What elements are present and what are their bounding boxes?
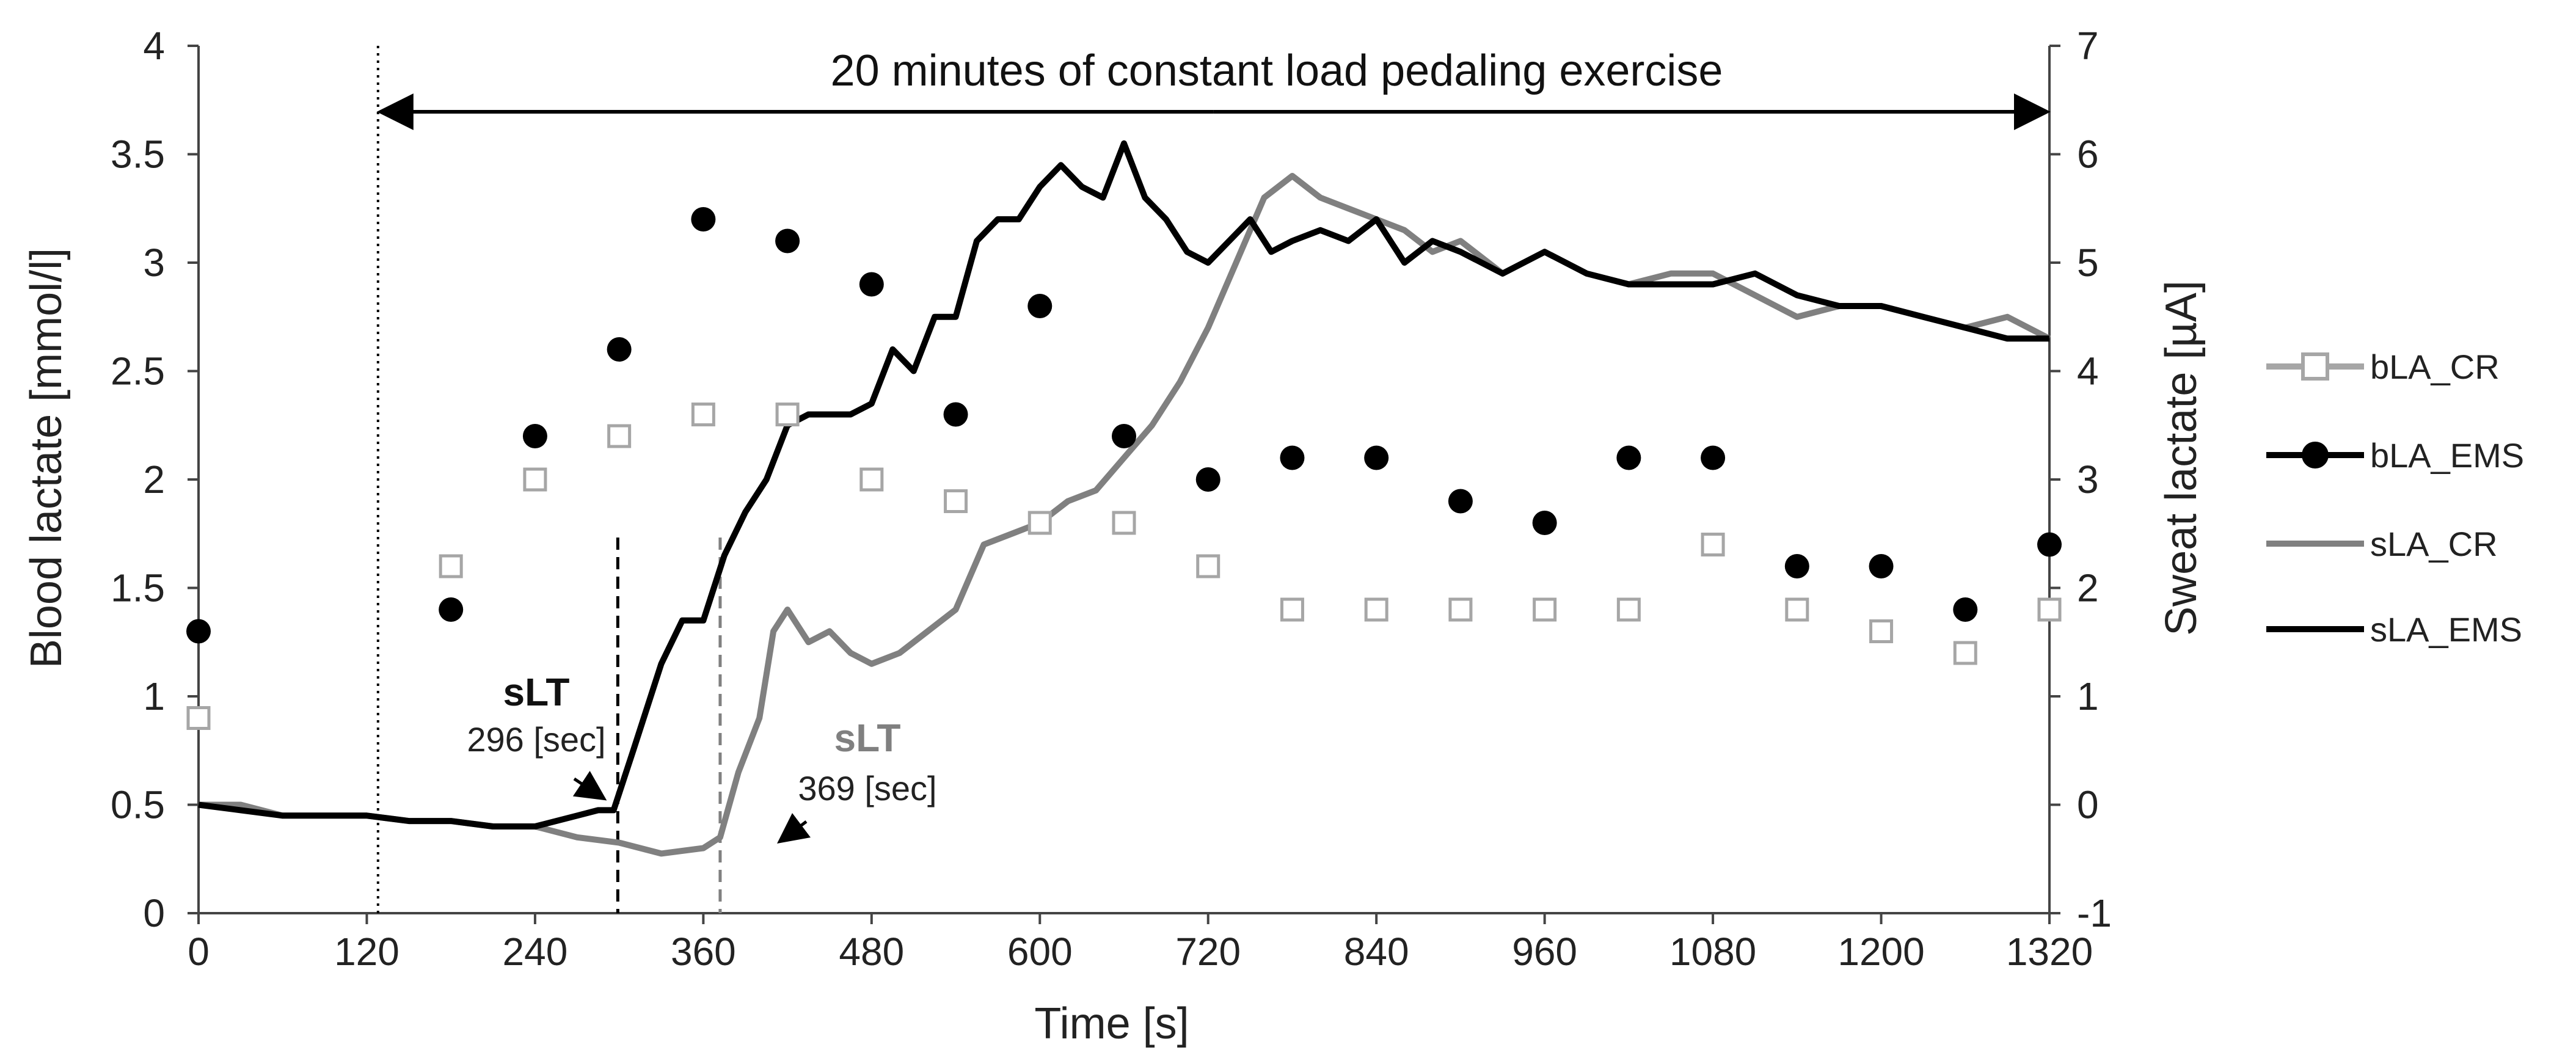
y2-tick-label: 5 [2077, 241, 2099, 285]
data-point-bla-cr [186, 706, 211, 730]
x-axis-title: Time [s] [1034, 999, 1189, 1048]
data-point-bla-cr [1616, 597, 1641, 622]
data-point-bla-ems [186, 619, 211, 644]
data-point-bla-ems [1027, 294, 1053, 318]
data-point-bla-cr [775, 403, 800, 426]
data-point-bla-cr [2037, 597, 2062, 622]
data-point-bla-cr [1280, 597, 1304, 622]
data-point-bla-cr [1785, 597, 1809, 622]
y2-tick-label: 1 [2077, 674, 2099, 718]
y2-tick-label: 3 [2077, 458, 2099, 501]
y-tick-label: 1.5 [111, 566, 165, 610]
y-tick-label: 2 [143, 458, 165, 501]
x-tick-label: 240 [503, 930, 568, 974]
y-tick-label: 2.5 [111, 349, 165, 393]
x-tick-label: 360 [671, 930, 736, 974]
x-tick-label: 840 [1344, 930, 1409, 974]
data-point-bla-ems [1112, 424, 1136, 448]
x-tick-label: 720 [1175, 930, 1241, 974]
y-tick-label: 4 [143, 24, 165, 68]
data-point-bla-ems [1953, 597, 1978, 622]
slt-cr-value: 369 [sec] [798, 769, 936, 808]
data-point-bla-ems [1195, 467, 1220, 492]
data-point-bla-ems [1532, 511, 1557, 535]
legend-label-bla-ems: bLA_EMS [2370, 436, 2524, 475]
data-point-bla-ems [1784, 554, 1809, 578]
slt-cr-label: sLT [834, 716, 900, 760]
slt-ems-value: 296 [sec] [467, 720, 605, 759]
exercise-annotation: 20 minutes of constant load pedaling exe… [831, 46, 1723, 95]
y2-tick-label: 7 [2077, 24, 2099, 68]
data-point-bla-ems [1616, 445, 1641, 470]
data-point-bla-cr [607, 424, 632, 448]
slt-ems-arrow [572, 771, 607, 801]
data-point-bla-cr [944, 489, 968, 513]
data-point-bla-ems [1448, 489, 1473, 514]
data-point-bla-ems [439, 597, 464, 622]
legend-marker-bla-ems [2302, 442, 2329, 469]
data-point-bla-cr [1533, 597, 1557, 622]
legend-label-sla-cr: sLA_CR [2370, 525, 2498, 563]
y-axis-title: Blood lactate [mmol/l] [22, 248, 71, 668]
legend-label-sla-ems: sLA_EMS [2370, 610, 2522, 649]
data-point-bla-cr [1196, 554, 1220, 578]
series-line-sla-ems [198, 140, 2049, 829]
x-tick-label: 480 [839, 930, 904, 974]
y2-tick-label: 2 [2077, 566, 2099, 610]
plot-area: 0 120 240 360 480 600 720 840 960 1080 1200 132000.… [111, 24, 2112, 974]
data-point-bla-cr [1364, 597, 1388, 622]
legend-marker-bla-cr [2301, 352, 2329, 381]
y-tick-label: 3 [143, 241, 165, 285]
legend-label-bla-cr: bLA_CR [2370, 348, 2500, 386]
series-line-sla-cr [199, 173, 2051, 857]
y-tick-label: 0 [143, 891, 165, 935]
data-point-bla-ems [1701, 445, 1726, 470]
data-point-bla-ems [1364, 445, 1389, 470]
x-tick-label: 0 [188, 930, 210, 974]
data-point-bla-cr [1112, 511, 1136, 535]
slt-cr-arrow [777, 813, 811, 844]
data-point-bla-ems [522, 424, 547, 448]
legend: bLA_CR bLA_EMS sLA_CR sLA_EMS [2266, 348, 2524, 649]
data-point-bla-cr [1448, 597, 1473, 622]
data-point-bla-cr [523, 467, 547, 492]
data-point-bla-cr [859, 467, 884, 492]
x-tick-label: 1080 [1669, 930, 1756, 974]
data-point-bla-cr [691, 403, 715, 426]
data-point-bla-ems [1869, 554, 1894, 578]
data-point-bla-ems [943, 402, 968, 427]
y2-axis-title: Sweat lactate [µA] [2157, 280, 2206, 636]
x-tick-label: 1320 [2006, 930, 2093, 974]
data-point-bla-ems [607, 337, 632, 362]
y-tick-label: 3.5 [111, 133, 165, 177]
y2-tick-label: 0 [2077, 783, 2099, 827]
x-tick-label: 960 [1512, 930, 1577, 974]
data-point-bla-ems [775, 228, 800, 253]
y-tick-label: 0.5 [111, 783, 165, 827]
y-tick-label: 1 [143, 674, 165, 718]
y2-tick-label: 4 [2077, 349, 2099, 393]
y2-tick-label: 6 [2077, 133, 2099, 177]
y2-tick-label: -1 [2077, 891, 2112, 935]
data-point-bla-ems [1280, 445, 1305, 470]
x-tick-label: 120 [334, 930, 400, 974]
data-point-bla-cr [1869, 619, 1894, 643]
x-tick-label: 600 [1007, 930, 1073, 974]
data-point-bla-cr [439, 554, 463, 578]
x-tick-label: 1200 [1837, 930, 1924, 974]
data-point-bla-ems [691, 207, 716, 232]
data-point-bla-cr [1701, 533, 1725, 556]
data-point-bla-ems [859, 272, 884, 297]
data-point-bla-ems [2037, 532, 2062, 557]
slt-ems-label: sLT [503, 670, 569, 714]
data-point-bla-cr [1027, 511, 1052, 535]
data-point-bla-cr [1953, 641, 1977, 665]
